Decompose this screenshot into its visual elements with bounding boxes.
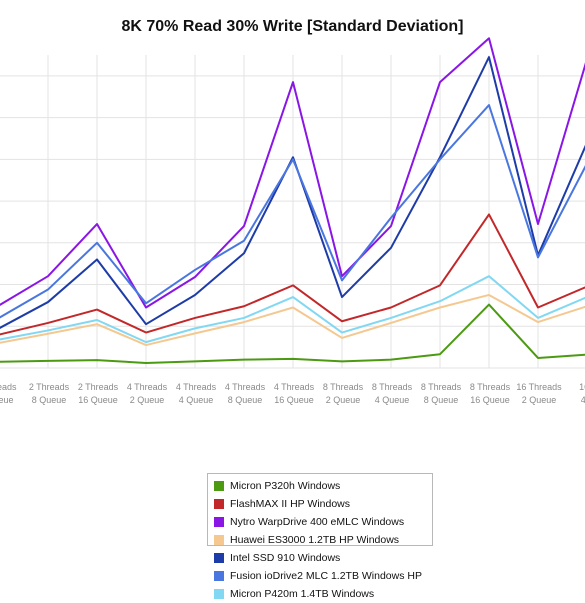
legend-label: Huawei ES3000 1.2TB HP Windows [230,534,400,546]
series-lines [0,37,585,364]
series-line-5 [0,104,585,319]
legend-label: Fusion ioDrive2 MLC 1.2TB Windows HP [230,570,422,582]
legend-swatch [214,589,224,599]
x-tick-label: 16 Threads 2 Queue [516,382,562,405]
legend-item: Fusion ioDrive2 MLC 1.2TB Windows HP [214,567,432,585]
legend-label: Nytro WarpDrive 400 eMLC Windows [230,516,405,528]
chart-title: 8K 70% Read 30% Write [Standard Deviatio… [121,18,464,35]
x-tick-label: 8 Threads 8 Queue [421,382,462,405]
series-line-2 [0,37,585,309]
series-line-3 [0,293,585,347]
legend-label: Micron P420m 1.4TB Windows [230,588,375,600]
legend-item: Nytro WarpDrive 400 eMLC Windows [214,513,432,531]
series-line-4 [0,56,585,329]
x-tick-label: 8 Threads 16 Queue [470,382,511,405]
legend-swatch [214,517,224,527]
legend-swatch [214,481,224,491]
x-tick-label: 2 Threads 8 Queue [29,382,70,405]
gridlines [0,55,585,369]
legend-label: Intel SSD 910 Windows [230,552,341,564]
x-tick-label: 4 Threads 2 Queue [127,382,168,405]
legend-swatch [214,553,224,563]
x-tick-label: 4 Threads 16 Queue [274,382,315,405]
series-line-6 [0,275,585,344]
x-tick-label: ThreadsQueue [0,382,17,405]
legend-item: Micron P420m 1.4TB Windows [214,585,432,603]
x-tick-label: 8 Threads 2 Queue [323,382,364,405]
legend-swatch [214,499,224,509]
legend-item: FlashMAX II HP Windows [214,495,432,513]
x-tick-label: 16 T4 Q [579,382,585,405]
x-tick-label: 4 Threads 8 Queue [225,382,266,405]
legend-label: Micron P320h Windows [230,480,341,492]
legend-item: Micron P320h Windows [214,477,432,495]
legend-item: Huawei ES3000 1.2TB HP Windows [214,531,432,549]
legend-item: Intel SSD 910 Windows [214,549,432,567]
series-line-1 [0,213,585,336]
legend-swatch [214,535,224,545]
x-tick-label: 4 Threads 4 Queue [176,382,217,405]
legend: Micron P320h Windows FlashMAX II HP Windo… [207,473,433,600]
legend-swatch [214,571,224,581]
series-line-0 [0,303,585,364]
legend-label: FlashMAX II HP Windows [230,498,351,510]
x-tick-label: 2 Threads 16 Queue [78,382,119,405]
x-tick-label: 8 Threads 4 Queue [372,382,413,405]
